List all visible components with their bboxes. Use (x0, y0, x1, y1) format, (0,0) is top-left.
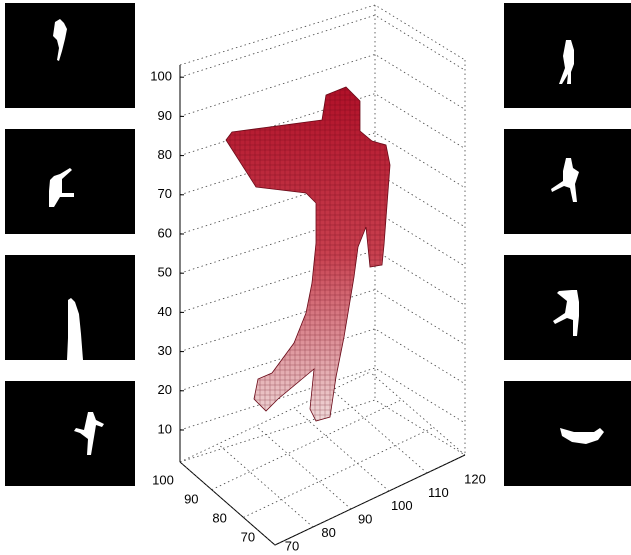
y-tick-label: 80 (212, 510, 226, 525)
grid-line (179, 328, 466, 392)
x-tick-label: 110 (428, 485, 449, 500)
z-tick-label: 60 (158, 225, 172, 240)
silhouette-panel (5, 129, 135, 234)
grid-line (293, 407, 390, 492)
z-tick-label: 40 (158, 304, 172, 319)
silhouette-panel (5, 3, 135, 108)
x-tick-label: 120 (464, 471, 486, 486)
grid-line (179, 210, 466, 274)
silhouette (551, 158, 579, 202)
y-tick-label: 100 (152, 472, 174, 487)
silhouette (74, 412, 104, 455)
silhouette (67, 298, 83, 360)
right-silhouettes (504, 3, 631, 486)
box-edge (179, 4, 466, 463)
voxel-texture (226, 87, 390, 421)
grid-line (369, 371, 466, 456)
silhouette (49, 168, 74, 207)
silhouette (553, 290, 579, 336)
z-tick-label: 10 (158, 421, 172, 436)
grid-line (179, 461, 276, 546)
grid-line (179, 289, 466, 352)
voxel-body (225, 86, 391, 422)
grid-line (179, 14, 466, 78)
grid-line (211, 399, 402, 491)
z-tick-label: 100 (150, 69, 172, 84)
x-tick-label: 90 (358, 512, 372, 527)
plot-3d: 10 20 30 40 50 60 70 80 90 100 100 90 80 70 70 80 90 100 1… (150, 4, 486, 553)
silhouette (559, 40, 574, 84)
z-tick-label: 70 (158, 186, 172, 201)
x-tick-label: 70 (285, 538, 299, 553)
z-tick-label: 90 (158, 108, 172, 123)
grid-line (179, 132, 466, 196)
grid-line (331, 389, 428, 474)
z-tick-label: 30 (158, 343, 172, 358)
silhouette (53, 19, 67, 61)
z-tick-label: 20 (158, 382, 172, 397)
x-tick-label: 100 (391, 498, 413, 513)
y-tick-label: 90 (184, 491, 198, 506)
silhouette (560, 428, 604, 444)
x-tick-label: 80 (321, 525, 335, 540)
grid-line (179, 53, 466, 117)
grid-line (179, 171, 466, 235)
grid-line (179, 367, 466, 431)
silhouette-panel (5, 381, 135, 486)
y-tick-label: 70 (241, 529, 255, 544)
z-tick-label: 80 (158, 147, 172, 162)
z-tick-label: 50 (158, 265, 172, 280)
grid-line (217, 443, 314, 528)
grid-line (179, 249, 466, 313)
grid-line (255, 425, 352, 510)
left-silhouettes (5, 3, 135, 486)
